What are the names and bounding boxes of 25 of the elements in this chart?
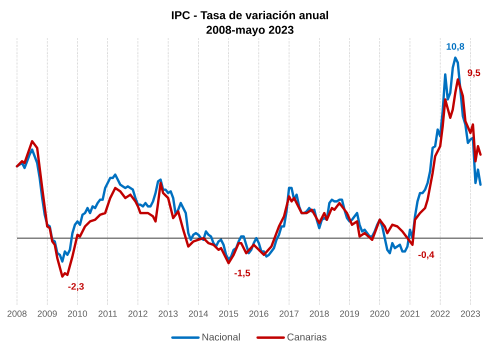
- x-tick-label: 2015: [219, 310, 238, 317]
- x-tick-label: 2020: [370, 310, 390, 317]
- chart-title: IPC - Tasa de variación anual: [172, 10, 328, 20]
- x-tick-label: 2008: [7, 310, 27, 317]
- x-tick-label: 2017: [280, 310, 299, 317]
- x-tick-label: 2009: [38, 310, 57, 317]
- data-label: 10,8: [446, 43, 464, 52]
- data-label: 9,5: [468, 69, 480, 78]
- x-tick-label: 2011: [98, 310, 117, 317]
- x-tick-label: 2022: [430, 310, 450, 317]
- x-tick-label: 2010: [68, 310, 88, 317]
- legend-label: Nacional: [202, 333, 240, 341]
- x-tick-label: 2019: [340, 310, 360, 317]
- data-label: -0,4: [418, 251, 434, 260]
- x-tick-label: 2012: [128, 310, 148, 317]
- legend-label: Canarias: [287, 333, 326, 341]
- x-tick-label: 2018: [310, 310, 329, 317]
- x-tick-label: 2013: [158, 310, 178, 317]
- data-label: -1,5: [234, 270, 250, 278]
- x-tick-label: 2014: [188, 310, 208, 317]
- data-label: -2,3: [68, 283, 84, 292]
- chart-subtitle: 2008-mayo 2023: [206, 26, 294, 36]
- x-tick-label: 2021: [400, 310, 420, 317]
- x-tick-label: 2023: [460, 310, 480, 317]
- x-tick-label: 2016: [249, 310, 268, 317]
